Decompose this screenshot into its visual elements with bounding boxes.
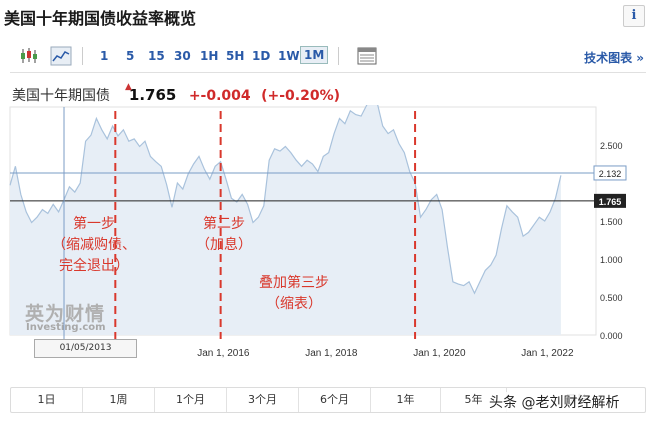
overlay-text: 头条 @老刘财经解析 — [489, 395, 620, 411]
timeframe-1d[interactable]: 1D — [252, 49, 271, 63]
annotation-phase3: 叠加第三步 （缩表） — [259, 273, 329, 315]
annotation-phase1: 第一步 （缩减购债、 完全退出） — [52, 214, 136, 277]
current-value-badge — [594, 193, 626, 208]
source-overlay: 头条 @老刘财经解析 — [486, 392, 623, 412]
y-tick-label: 2.500 — [600, 141, 623, 151]
x-tick-label: Jan 1, 2018 — [305, 348, 358, 359]
yield-area — [10, 105, 561, 335]
annotation-phase3-line1: 叠加第三步 — [259, 275, 329, 291]
annotation-phase2-line1: 第二步 — [203, 216, 245, 232]
x-tick-label: Jan 1, 2016 — [197, 348, 250, 359]
chart-toolbar: 1 5 15 30 1H 5H 1D 1W 1M 技术图表 » — [10, 41, 646, 73]
range-3m[interactable]: 3个月 — [227, 388, 299, 412]
annotation-phase2-line2: （加息） — [196, 237, 252, 253]
range-1m[interactable]: 1个月 — [155, 388, 227, 412]
y-tick-label: 0.500 — [600, 293, 623, 303]
quote-header: 美国十年期国债 ▲ 1.765 +-0.004 (+-0.20%) — [12, 82, 341, 105]
timeframe-1[interactable]: 1 — [100, 49, 109, 63]
title-bar: 美国十年期国债收益率概览 i — [0, 0, 653, 34]
timeframe-5h[interactable]: 5H — [226, 49, 245, 63]
annotation-phase1-line3: 完全退出） — [59, 258, 129, 274]
annotation-phase1-line2: （缩减购债、 — [52, 237, 136, 253]
timeframe-1m[interactable]: 1M — [300, 46, 329, 64]
timeframe-1h[interactable]: 1H — [200, 49, 219, 63]
technical-chart-link[interactable]: 技术图表 » — [584, 51, 644, 65]
x-tick-label: Jan 1, 2020 — [413, 348, 466, 359]
price-change-percent: (+-0.20%) — [261, 88, 341, 104]
range-1y[interactable]: 1年 — [371, 388, 441, 412]
watermark-investing: Investing.com — [26, 322, 106, 333]
watermark-brand: 英为财情 — [25, 303, 106, 325]
yield-line — [9, 105, 562, 295]
toolbar-separator — [82, 47, 83, 65]
last-price: 1.765 — [128, 86, 177, 104]
range-6m[interactable]: 6个月 — [299, 388, 371, 412]
y-tick-label: 0.000 — [600, 331, 623, 341]
annotation-phase1-line1: 第一步 — [73, 216, 115, 232]
toolbar-separator — [338, 47, 339, 65]
flag-icon: ▲ — [125, 82, 132, 92]
table-view-icon[interactable] — [356, 46, 378, 66]
x-tick-label: Jan 1, 2022 — [521, 348, 574, 359]
range-1d[interactable]: 1日 — [11, 388, 83, 412]
area-chart-icon[interactable] — [50, 46, 72, 66]
timeframe-5[interactable]: 5 — [126, 49, 135, 63]
annotation-phase2: 第二步 （加息） — [196, 214, 252, 256]
y-tick-label: 1.000 — [600, 255, 623, 265]
timeframe-15[interactable]: 15 — [148, 49, 165, 63]
timeframe-1w[interactable]: 1W — [278, 49, 300, 63]
cursor-date-label: 01/05/2013 — [34, 339, 137, 358]
price-change: +-0.004 — [188, 88, 251, 104]
timeframe-30[interactable]: 30 — [174, 49, 191, 63]
reference-value-badge — [593, 165, 627, 181]
candlestick-icon[interactable] — [18, 46, 40, 66]
annotation-phase3-line2: （缩表） — [266, 296, 322, 312]
instrument-name: 美国十年期国债 — [12, 88, 110, 104]
page-title: 美国十年期国债收益率概览 — [4, 9, 197, 28]
reference-value-label: 2.132 — [599, 169, 622, 179]
info-icon[interactable]: i — [623, 5, 645, 27]
range-1w[interactable]: 1周 — [83, 388, 155, 412]
current-value-label: 1.765 — [599, 197, 622, 207]
y-tick-label: 1.500 — [600, 217, 623, 227]
